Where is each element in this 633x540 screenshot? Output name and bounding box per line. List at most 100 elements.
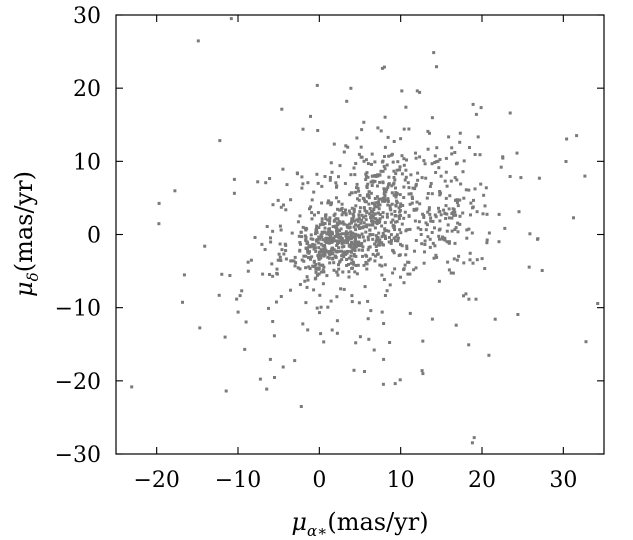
- data-point: [473, 187, 477, 191]
- data-point: [450, 216, 454, 220]
- data-point: [258, 377, 262, 381]
- data-point: [394, 195, 398, 199]
- data-point: [350, 300, 354, 304]
- data-point: [306, 278, 310, 282]
- data-point: [355, 182, 359, 186]
- data-point: [426, 210, 430, 214]
- data-point: [317, 272, 321, 276]
- data-point: [575, 134, 579, 138]
- data-point: [435, 65, 438, 69]
- data-point: [376, 184, 379, 188]
- data-point: [357, 240, 361, 244]
- data-point: [454, 226, 458, 230]
- data-point: [471, 102, 475, 106]
- data-point: [357, 217, 361, 221]
- data-point: [340, 249, 344, 253]
- data-point: [379, 129, 383, 133]
- data-point: [335, 250, 339, 254]
- data-point: [268, 273, 271, 276]
- data-point: [270, 262, 274, 266]
- data-point: [392, 224, 396, 228]
- data-point: [395, 220, 399, 224]
- data-point: [497, 212, 501, 216]
- data-point: [537, 176, 541, 180]
- data-point: [364, 158, 368, 162]
- data-point: [336, 235, 340, 239]
- data-point: [394, 204, 398, 208]
- data-point: [369, 216, 373, 220]
- data-point: [376, 235, 380, 239]
- data-point: [342, 241, 346, 245]
- data-point: [324, 236, 328, 240]
- data-point: [315, 172, 319, 176]
- data-point: [303, 226, 307, 230]
- data-point: [315, 224, 319, 228]
- data-point: [321, 222, 325, 226]
- data-point: [456, 204, 460, 208]
- data-point: [516, 313, 520, 316]
- data-point: [393, 178, 397, 182]
- data-point: [302, 259, 306, 263]
- data-point: [395, 201, 399, 204]
- data-point: [392, 181, 396, 185]
- data-point: [402, 281, 406, 285]
- data-point: [324, 217, 328, 221]
- data-point: [472, 436, 476, 440]
- data-point: [380, 235, 384, 239]
- data-point: [387, 240, 391, 244]
- data-point: [398, 168, 402, 172]
- data-point: [344, 250, 347, 254]
- data-point: [370, 184, 374, 187]
- data-point: [318, 223, 322, 227]
- data-point: [368, 207, 372, 210]
- data-point: [326, 201, 330, 205]
- data-point: [369, 191, 373, 195]
- data-point: [373, 212, 377, 216]
- data-point: [401, 204, 405, 207]
- data-point: [390, 212, 394, 216]
- data-point: [350, 294, 354, 298]
- data-point: [485, 238, 489, 242]
- data-point: [344, 230, 348, 234]
- data-point: [508, 111, 512, 115]
- y-tick-labels: −30 −20 −10 0 10 20 30: [55, 4, 101, 468]
- data-point: [296, 220, 300, 224]
- data-point: [317, 257, 321, 261]
- data-point: [400, 172, 404, 176]
- data-point: [487, 231, 491, 235]
- data-point: [316, 181, 320, 185]
- data-point: [434, 215, 438, 219]
- data-point: [405, 244, 409, 248]
- data-point: [373, 259, 377, 263]
- data-point: [428, 131, 431, 135]
- data-point: [363, 200, 367, 204]
- data-point: [380, 273, 384, 277]
- data-point: [331, 257, 335, 261]
- data-point: [344, 144, 348, 148]
- data-point: [328, 222, 331, 226]
- data-point: [358, 193, 362, 197]
- data-point: [276, 258, 280, 262]
- data-point: [382, 187, 386, 191]
- data-point: [476, 135, 480, 139]
- data-point: [389, 241, 393, 245]
- data-point: [363, 370, 366, 373]
- data-point: [453, 228, 457, 231]
- data-point: [367, 196, 371, 200]
- data-point: [360, 128, 364, 132]
- data-point: [328, 233, 332, 237]
- data-point: [271, 229, 275, 233]
- data-point: [328, 176, 332, 179]
- data-point: [319, 242, 323, 246]
- data-point: [365, 267, 369, 271]
- data-point: [235, 297, 239, 301]
- data-point: [327, 241, 331, 245]
- data-point: [371, 180, 375, 184]
- data-point: [444, 156, 448, 160]
- data-point: [217, 293, 221, 297]
- data-point: [430, 116, 434, 120]
- data-point: [398, 193, 402, 197]
- data-point: [318, 293, 322, 297]
- data-point: [327, 256, 331, 260]
- data-point: [448, 240, 451, 244]
